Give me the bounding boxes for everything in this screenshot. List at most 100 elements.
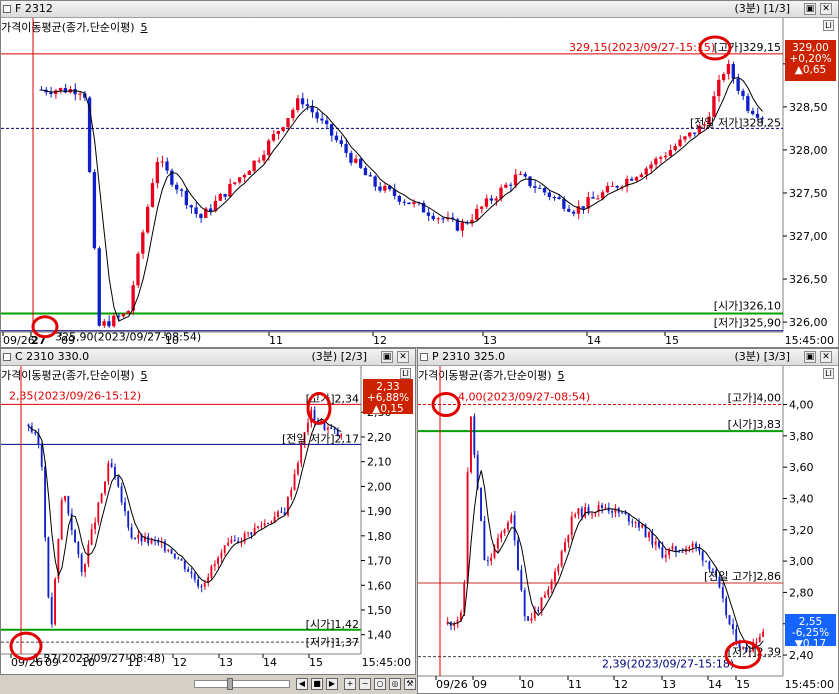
- chart-options-icon[interactable]: Ll: [400, 368, 411, 379]
- candle: [466, 472, 469, 583]
- candle: [208, 208, 213, 212]
- candle: [721, 74, 726, 80]
- candlestick-chart[interactable]: 329,00 328,50 328,00 327,50 327,00 326,50 326,…: [1, 18, 838, 348]
- high-line-label: 2,35(2023/09/26-15:12): [9, 389, 141, 402]
- panel-titlebar[interactable]: C 2310 330.0 (3분) [2/3] ▣ ✕: [1, 349, 415, 366]
- y-tick-label: 1,40: [367, 629, 392, 642]
- candle: [387, 186, 392, 190]
- candle: [453, 623, 456, 626]
- candle: [73, 89, 77, 95]
- scroll-left-icon[interactable]: ◀: [296, 678, 308, 690]
- candle: [718, 576, 721, 588]
- candlestick-chart[interactable]: 2,302,202,102,001,901,801,701,601,501,40…: [1, 366, 415, 675]
- candle: [143, 536, 146, 542]
- moving-average-line: [447, 470, 764, 649]
- settings-wrench-icon[interactable]: ⚒: [404, 678, 416, 690]
- candle: [455, 219, 460, 231]
- candle: [486, 560, 489, 562]
- high-line-label: 4,00(2023/09/27-08:54): [458, 391, 590, 404]
- x-tick-label: 10: [165, 334, 179, 347]
- high-tag-label: [고가]2,34: [306, 392, 359, 405]
- candle: [197, 579, 199, 587]
- candle: [446, 622, 449, 624]
- x-tick-label: 14: [263, 656, 277, 669]
- y-tick-label: 1,80: [367, 530, 392, 543]
- candle: [441, 218, 445, 220]
- candle: [97, 248, 101, 326]
- panel-select-icon[interactable]: [420, 353, 428, 361]
- indicator-period[interactable]: 5: [557, 369, 565, 382]
- y-tick-label: 2,10: [367, 456, 392, 469]
- indicator-period[interactable]: 5: [140, 21, 148, 34]
- candle: [263, 523, 266, 526]
- candle: [459, 612, 462, 621]
- x-tick-label: 13: [219, 656, 233, 669]
- zoom-in-icon[interactable]: +: [344, 678, 356, 690]
- x-tick-label: 12: [614, 678, 628, 691]
- candle: [697, 125, 702, 134]
- candle: [325, 120, 329, 125]
- indicator-label: 가격이동평균(종가,단순이평): [1, 21, 135, 34]
- candle: [296, 98, 300, 110]
- restore-icon[interactable]: ▣: [804, 351, 816, 363]
- candle: [728, 615, 731, 625]
- candle: [242, 174, 247, 178]
- high-tag-label: [고가]329,15: [714, 41, 781, 54]
- candle: [49, 92, 53, 95]
- candlestick-chart[interactable]: 4,003,803,603,403,203,002,802,602,4009/2…: [418, 366, 838, 694]
- close-icon[interactable]: ✕: [820, 351, 832, 363]
- candle: [494, 198, 498, 201]
- zoom-out-icon[interactable]: −: [359, 678, 371, 690]
- candle: [78, 93, 82, 95]
- panel-titlebar[interactable]: P 2310 325.0 (3분) [3/3] ▣ ✕: [418, 349, 838, 366]
- close-icon[interactable]: ✕: [820, 3, 832, 15]
- candle: [100, 493, 103, 503]
- chart-options-icon[interactable]: Ll: [823, 368, 834, 379]
- candle: [590, 513, 593, 515]
- candle: [431, 215, 435, 220]
- chart-panel-f2312: F 2312 (3분) [1/3] ▣ ✕ 가격이동평균(종가,단순이평) 5 L…: [0, 0, 839, 348]
- stop-icon[interactable]: ■: [311, 678, 323, 690]
- moving-average-line: [28, 418, 342, 584]
- candle: [320, 118, 324, 121]
- time-scroll-slider[interactable]: [194, 678, 290, 690]
- candle: [363, 167, 368, 176]
- candle: [250, 532, 253, 535]
- candle: [604, 507, 607, 509]
- candle: [165, 161, 169, 171]
- candle: [179, 189, 184, 191]
- candle: [167, 549, 170, 551]
- candle: [499, 187, 503, 199]
- current-price-box: [363, 379, 413, 414]
- candle: [92, 172, 97, 249]
- panel-titlebar[interactable]: F 2312 (3분) [1/3] ▣ ✕: [1, 1, 838, 18]
- candle: [581, 206, 585, 209]
- chart-options-icon[interactable]: Ll: [823, 20, 834, 31]
- candle: [63, 88, 68, 93]
- candle: [576, 206, 581, 214]
- panel-select-icon[interactable]: [3, 5, 11, 13]
- candle: [625, 178, 629, 187]
- high-highlight-circle: [431, 392, 461, 418]
- candle: [475, 208, 479, 220]
- zoom-reset-icon[interactable]: ◎: [389, 678, 401, 690]
- zoom-fit-icon[interactable]: ○: [374, 678, 386, 690]
- candle: [330, 427, 333, 429]
- indicator-period[interactable]: 5: [140, 369, 148, 382]
- panel-select-icon[interactable]: [3, 353, 11, 361]
- current-price-line: +0,20%: [789, 53, 831, 65]
- candle: [571, 211, 576, 214]
- candle: [614, 508, 617, 513]
- page-label: [2/3]: [340, 350, 367, 363]
- candle: [163, 541, 166, 551]
- candle: [141, 232, 145, 254]
- candle: [290, 490, 293, 497]
- scroll-right-icon[interactable]: ▶: [326, 678, 338, 690]
- candle: [627, 513, 630, 522]
- close-icon[interactable]: ✕: [397, 351, 409, 363]
- candle: [547, 192, 552, 197]
- restore-icon[interactable]: ▣: [381, 351, 393, 363]
- candle: [34, 432, 36, 434]
- candle: [711, 569, 714, 571]
- restore-icon[interactable]: ▣: [804, 3, 816, 15]
